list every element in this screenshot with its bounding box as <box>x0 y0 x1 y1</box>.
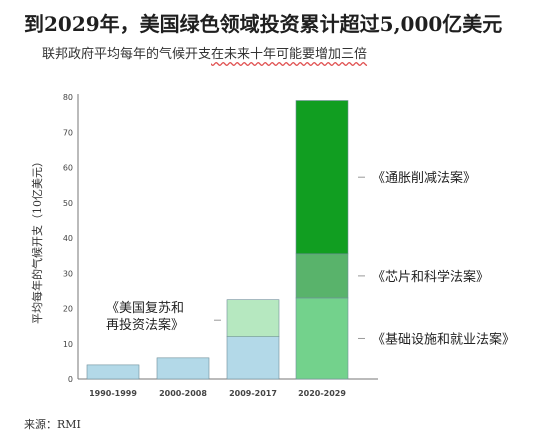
annotation-chips_act: 《芯片和科学法案》 <box>372 269 489 285</box>
bar-segment-baseline <box>156 357 210 380</box>
x-tick-label: 2000-2008 <box>159 389 207 398</box>
x-tick-label: 2020-2029 <box>298 389 346 398</box>
annotation-infrastructure_act: 《基础设施和就业法案》 <box>372 332 515 347</box>
bar-segment-inflation_reduction_act <box>295 100 349 255</box>
x-tick-label: 1990-1999 <box>89 389 137 398</box>
bar-segment-baseline <box>86 364 140 380</box>
x-tick-label: 2009-2017 <box>229 389 277 398</box>
source-note: 来源：RMI <box>24 418 81 431</box>
y-tick-label: 80 <box>63 93 73 102</box>
annotation-recovery_act-line: 再投资法案》 <box>106 317 184 333</box>
bar-segment-baseline <box>226 336 280 380</box>
y-tick-label: 50 <box>63 199 73 208</box>
y-tick-label: 0 <box>68 375 73 384</box>
y-tick-label: 10 <box>63 340 73 349</box>
bar-segment-infrastructure_act <box>295 297 349 380</box>
annotation-inflation_reduction_act: 《通胀削减法案》 <box>372 171 476 186</box>
y-tick-label: 20 <box>63 305 73 314</box>
chart-title: 到2029年，美国绿色领域投资累计超过5,000亿美元 <box>24 12 503 36</box>
subtitle-lead: 联邦政府平均每年的气候开支 <box>42 47 212 62</box>
subtitle-tail: 在未来十年可能要增加三倍 <box>211 47 368 62</box>
y-tick-label: 30 <box>63 269 73 278</box>
y-tick-label: 60 <box>63 164 73 173</box>
y-tick-label: 70 <box>63 128 73 137</box>
annotation-recovery_act-line: 《美国复苏和 <box>106 300 184 316</box>
y-axis-title: 平均每年的气候开支（10亿美元） <box>30 156 44 324</box>
bar-segment-recovery_act <box>226 299 280 338</box>
chart-subtitle: 联邦政府平均每年的气候开支在未来十年可能要增加三倍 <box>42 43 367 62</box>
y-tick-label: 40 <box>63 234 73 243</box>
bar-segment-chips_act <box>295 253 349 299</box>
